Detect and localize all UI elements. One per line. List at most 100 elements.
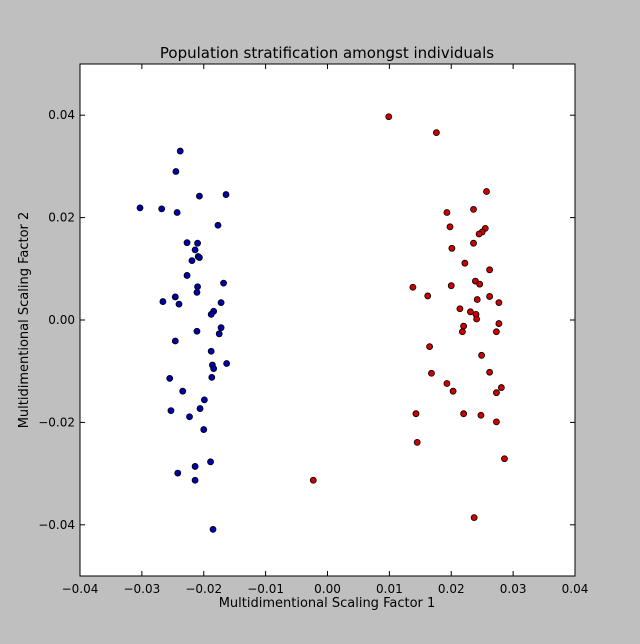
series-1-point (174, 469, 182, 477)
series-2-point (476, 280, 484, 288)
series-2-point (470, 206, 477, 213)
series-2-point (495, 299, 503, 306)
series-2-point (443, 209, 451, 216)
series-1-point (191, 476, 199, 484)
y-axis-label: Multidimentional Scaling Factor 2 (17, 212, 32, 429)
series-1-point (136, 204, 144, 212)
series-1-point (196, 254, 203, 261)
series-2-point (493, 328, 500, 336)
series-2-point (448, 244, 456, 252)
series-2-point (456, 305, 464, 313)
x-tick-label: 0.04 (562, 582, 589, 596)
axis-ticks: −0.04 −0.03 −0.02 −0.01 0.00 0.01 0.02 0.03 0.04… (38, 64, 588, 596)
series-2-point (309, 476, 317, 484)
series-1-point (191, 463, 199, 470)
series-2-point (473, 296, 481, 303)
series-1-point (171, 337, 179, 345)
x-axis-label: Multidimentional Scaling Factor 1 (219, 596, 436, 611)
series-2-point (486, 368, 494, 376)
series-1-point (207, 310, 215, 318)
series-2-point (470, 239, 477, 247)
series-1-point (210, 365, 218, 373)
series-1-point (217, 324, 225, 332)
y-tick-label: 0.04 (48, 108, 75, 122)
series-1-point (176, 147, 184, 155)
series-2-point (497, 384, 505, 391)
y-tick-label: 0.00 (48, 313, 75, 327)
series-2-point (493, 418, 500, 426)
series-2-point (385, 113, 393, 121)
series-1-point (207, 458, 214, 466)
series-1-point (171, 293, 179, 301)
series-2-point (426, 343, 433, 351)
x-tick-label: 0.00 (314, 582, 341, 596)
series-1-point (215, 330, 223, 338)
data-points (136, 113, 508, 533)
plot-area (79, 63, 576, 577)
x-tick-label: 0.03 (500, 582, 527, 596)
series-2-point (470, 514, 478, 522)
series-1-point (214, 221, 222, 229)
series-1-point (179, 387, 187, 395)
series-1-point (194, 239, 201, 247)
x-tick-label: −0.04 (62, 582, 99, 596)
series-1-point (196, 192, 203, 200)
series-2-point (461, 259, 469, 267)
series-2-point (483, 188, 490, 195)
series-1-point (193, 288, 201, 296)
series-1-point (208, 373, 216, 381)
series-2-point (460, 322, 468, 330)
series-2-point (460, 410, 468, 418)
x-tick-label: −0.03 (123, 582, 160, 596)
series-2-point (467, 308, 474, 316)
series-2-point (446, 223, 454, 231)
series-1-point (188, 257, 196, 265)
series-1-point (173, 209, 181, 216)
series-2-point (424, 292, 432, 300)
series-2-point (449, 387, 457, 395)
x-tick-label: −0.01 (247, 582, 284, 596)
series-2-point (501, 455, 508, 463)
y-tick-label: 0.02 (48, 211, 75, 225)
series-1-point (191, 246, 199, 254)
series-1-point (209, 526, 217, 533)
series-1-point (159, 298, 167, 305)
series-1-point (158, 205, 166, 213)
series-2-point (428, 369, 435, 377)
series-1-point (200, 396, 208, 404)
series-1-point (193, 327, 201, 335)
series-2-point (493, 389, 500, 397)
series-1-point (200, 426, 208, 433)
series-2-point (478, 351, 485, 359)
series-1-point (194, 283, 201, 291)
series-2-point (486, 293, 494, 300)
series-2-point (412, 410, 420, 418)
series-1-point (186, 413, 193, 421)
series-2-point (477, 411, 485, 419)
chart-title: Population stratification amongst indivi… (160, 44, 494, 62)
series-1-point (220, 279, 227, 287)
series-1-point (167, 407, 175, 415)
series-1-point (183, 239, 191, 247)
series-2-point (495, 320, 503, 327)
x-tick-label: −0.02 (185, 582, 222, 596)
series-2-point (473, 315, 481, 323)
series-2-point (458, 328, 466, 336)
series-2-point (486, 266, 494, 274)
series-1-point (166, 374, 174, 382)
series-2-point (475, 230, 483, 238)
x-tick-label: 0.01 (376, 582, 403, 596)
series-1-point (223, 360, 231, 367)
series-2-point (443, 380, 451, 387)
x-tick-label: 0.02 (438, 582, 465, 596)
y-tick-label: −0.04 (38, 518, 75, 532)
series-1-point (196, 405, 204, 412)
series-1-point (172, 168, 180, 175)
series-1-point (217, 299, 225, 306)
series-1-point (175, 300, 183, 308)
series-2-point (409, 283, 417, 291)
series-1-point (207, 347, 215, 355)
y-tick-label: −0.02 (38, 415, 75, 429)
